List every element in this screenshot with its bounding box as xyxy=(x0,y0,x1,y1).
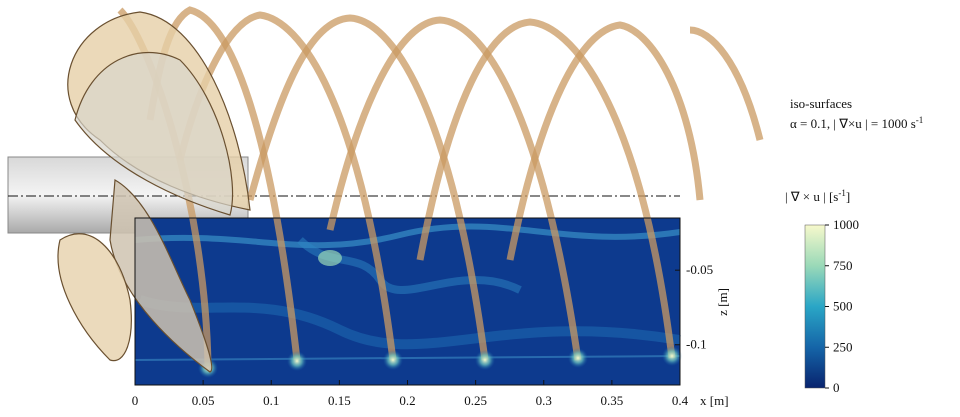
colorbar-title-sup: -1 xyxy=(838,188,846,198)
colorbar-tick-label: 250 xyxy=(833,339,853,354)
colorbar-tick-label: 750 xyxy=(833,258,853,273)
colorbar-tick-label: 500 xyxy=(833,299,853,314)
colorbar-tick-label: 1000 xyxy=(833,217,859,232)
colorbar-title-end: ] xyxy=(846,189,850,204)
colorbar-title: | ∇ × u | [s xyxy=(785,189,838,204)
colorbar xyxy=(804,224,826,389)
annotation-sup: -1 xyxy=(916,115,924,125)
x-tick-label: 0 xyxy=(132,393,139,408)
x-tick-label: 0.3 xyxy=(536,393,552,408)
x-tick-label: 0.05 xyxy=(192,393,215,408)
propeller xyxy=(57,11,251,373)
vorticity-field xyxy=(134,218,681,385)
annotation: α = 0.1, | ∇×u | = 1000 s-1 xyxy=(790,115,923,131)
x-tick-label: 0.2 xyxy=(399,393,415,408)
colorbar-tick-label: 0 xyxy=(833,380,840,395)
x-tick-label: 0.25 xyxy=(464,393,487,408)
x-tick-label: 0.4 xyxy=(672,393,689,408)
annotation: α = 0.1, | ∇×u | = 1000 s xyxy=(790,116,916,131)
z-axis-label: z [m] xyxy=(715,288,730,316)
x-axis-label: x [m] xyxy=(700,393,729,408)
x-tick-label: 0.35 xyxy=(601,393,624,408)
annotation: iso-surfaces xyxy=(790,96,852,111)
z-tick-label: -0.1 xyxy=(686,337,707,352)
z-tick-label: -0.05 xyxy=(686,262,713,277)
x-tick-label: 0.15 xyxy=(328,393,351,408)
x-tick-label: 0.1 xyxy=(263,393,279,408)
colorbar-title: | ∇ × u | [s-1] xyxy=(785,188,850,204)
